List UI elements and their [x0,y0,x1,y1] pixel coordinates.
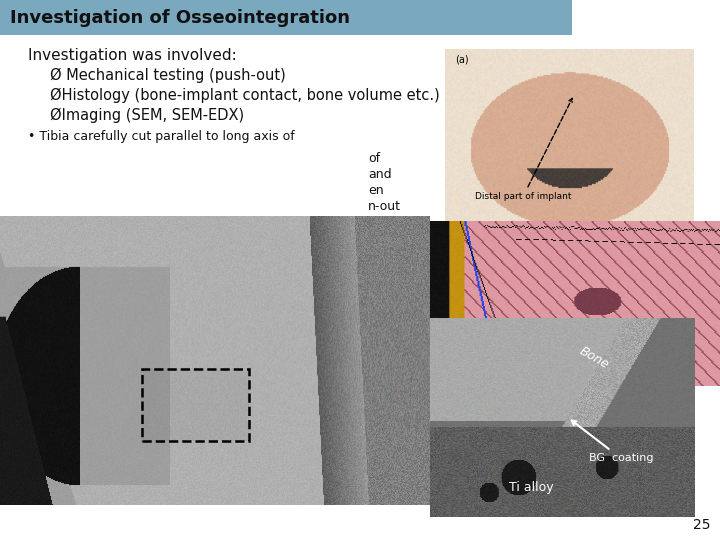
Text: 25: 25 [693,518,710,532]
Text: • Tibia carefully cut parallel to long axis of: • Tibia carefully cut parallel to long a… [28,130,294,143]
Text: ØHistology (bone-implant contact, bone volume etc.): ØHistology (bone-implant contact, bone v… [50,88,440,103]
Text: of: of [368,152,380,165]
Text: Distal part of implant: Distal part of implant [474,98,572,201]
Text: Investigation was involved:: Investigation was involved: [28,48,237,63]
Text: Investigation of Osseointegration: Investigation of Osseointegration [10,9,350,27]
Text: ar-: ar- [368,232,384,245]
Text: Ø Mechanical testing (push-out): Ø Mechanical testing (push-out) [50,68,286,83]
Bar [0,0,572,35]
Text: en: en [368,184,384,197]
Text: 100 μm: 100 μm [438,464,480,474]
Text: (a): (a) [455,54,469,64]
Text: n-out: n-out [368,200,401,213]
Text: anol: anol [368,216,395,229]
Text: Bone: Bone [577,344,611,371]
Text: Ti alloy: Ti alloy [509,481,554,494]
Text: BG  coating: BG coating [572,421,653,463]
Text: yle: yle [368,280,387,293]
Text: 200 μm: 200 μm [14,462,57,472]
Text: and: and [368,168,392,181]
Text: ØImaging (SEM, SEM-EDX): ØImaging (SEM, SEM-EDX) [50,108,244,123]
